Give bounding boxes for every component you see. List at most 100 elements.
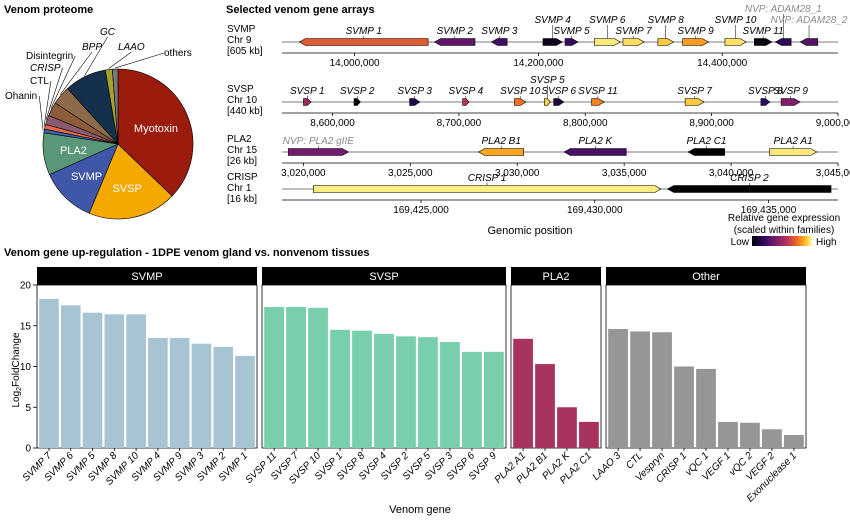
pie-label-laao: LAAO (118, 42, 145, 53)
legend-title-line2: (scaled within families) (734, 225, 835, 236)
gene-label-svmp-9: SVMP 9 (677, 26, 714, 37)
gene-label-svmp-8: SVMP 8 (648, 15, 685, 26)
bar-pla2-a1 (513, 338, 533, 448)
pie-leader-others (115, 52, 165, 69)
gene-svsp-2 (353, 98, 361, 106)
pie-label-others: others (164, 48, 192, 59)
gene-svmp-6 (594, 38, 621, 46)
bar-vespryn (652, 332, 672, 448)
gene-label-svmp-6: SVMP 6 (589, 15, 626, 26)
bar-svsp-7 (286, 307, 306, 448)
gene-svsp-1 (303, 98, 312, 106)
gene-label-pla2-a1: PLA2 A1 (774, 136, 813, 147)
gene-svmp-7 (622, 38, 645, 46)
legend-low-label: Low (731, 237, 750, 248)
track-size-svsp: [440 kb] (227, 106, 263, 117)
pie-label-crisp: CRISP (30, 63, 61, 74)
pie-leader-ctl (43, 80, 52, 127)
bar-vegf-1 (718, 421, 738, 448)
gene-label-svmp-4: SVMP 4 (534, 15, 571, 26)
bar-svmp-8 (104, 314, 125, 448)
tick-label-crisp: 169,425,000 (393, 205, 449, 216)
gene-pla2-a1 (769, 148, 818, 156)
track-family-svmp: SVMP (227, 24, 256, 35)
track-family-crisp: CRISP (227, 172, 258, 183)
tick-label-pla2: 3,045,000 (816, 168, 850, 179)
pie-chart: Myotoxin SVSP SVMP PLA2 Ohanin CTL CRISPDisint… (5, 27, 194, 220)
pie-label-svmp: SVMP (71, 171, 102, 183)
track-chr-svmp: Chr 9 (227, 35, 252, 46)
y-tick-label: 5 (25, 403, 31, 414)
pie-label-gc: GC (100, 27, 116, 38)
bar-vegf-2 (762, 429, 782, 448)
ylabel-rest: FoldChange (11, 332, 22, 387)
gene-svmp-10 (724, 38, 747, 46)
tick-label-svsp: 8,600,000 (310, 118, 355, 129)
gene-pla2-b1 (478, 148, 524, 156)
gene-label-pla2-k: PLA2 K (578, 136, 613, 147)
pie-leader-bpp (59, 51, 93, 95)
gene-crisp-2 (667, 185, 832, 193)
bar-exonuclease-1 (784, 434, 804, 448)
gene-label-crisp-1: CRISP 1 (468, 173, 507, 184)
gene-svsp-8 (760, 98, 771, 106)
y-tick-label: 10 (20, 362, 32, 373)
gene-label-svsp-5: SVSP 5 (530, 75, 565, 86)
gene-label-crisp-2: CRISP 2 (730, 173, 769, 184)
ylabel-log: Log (11, 391, 22, 408)
pie-leader-disintegrin (50, 55, 76, 109)
bar-svsp-10 (308, 307, 328, 448)
track-chr-crisp: Chr 1 (227, 183, 252, 194)
bar-svmp-1 (235, 355, 255, 448)
gene-label-svmp-2: SVMP 2 (437, 26, 474, 37)
bar-pla2-c1 (579, 421, 599, 448)
track-size-crisp: [16 kb] (227, 194, 257, 205)
track-family-pla2: PLA2 (227, 134, 252, 145)
pie-title: Venom proteome (4, 4, 93, 16)
gene-label-svsp-1: SVSP 1 (290, 86, 325, 97)
ylabel-sub: 2 (16, 387, 23, 391)
tick-label-svsp: 9,000,000 (816, 118, 850, 129)
tick-label-svmp: 14,000,000 (330, 58, 380, 69)
x-tick-label-laao-3: LAAO 3 (591, 450, 624, 483)
pie-label-disintegrin: Disintegrin (26, 51, 73, 62)
facet-strip-label-svsp: SVSP (369, 271, 398, 283)
bar-chart-xlabel: Venom gene (389, 504, 451, 516)
gene-label-pla2-b1: PLA2 B1 (481, 136, 520, 147)
gene-label-nvp-pla2-giie: NVP: PLA2 gIIE (283, 136, 354, 147)
bar-svsp-1 (330, 329, 350, 448)
gene-svmp-9 (682, 38, 710, 46)
tick-label-pla2: 3,020,000 (281, 168, 326, 179)
gene-svsp-11 (591, 98, 605, 106)
tick-label-svmp: 14,200,000 (513, 58, 563, 69)
bar-crisp-1 (674, 366, 694, 448)
gene-label-svsp-10: SVSP 10 (500, 86, 541, 97)
pie-label-bpp: BPP (82, 42, 102, 53)
gene-svsp-9 (780, 98, 801, 106)
gene-label-svsp-11: SVSP 11 (578, 86, 617, 97)
bar-svsp-4 (374, 333, 394, 448)
bar-svsp-11 (264, 307, 284, 448)
pie-leader-gc (84, 36, 108, 76)
bar-svmp-6 (60, 305, 81, 448)
gene-label-svsp-9: SVSP 9 (773, 86, 808, 97)
tick-label-crisp: 169,435,000 (741, 205, 797, 216)
facet-strip-other (606, 267, 806, 285)
gene-label-svsp-6: SVSP 6 (541, 86, 576, 97)
y-tick-label: 20 (20, 281, 32, 292)
gene-svsp-6 (553, 98, 565, 106)
legend-high-label: High (816, 237, 837, 248)
gene-label-nvp-adam28-1: NVP: ADAM28_1 (745, 4, 822, 15)
bar-svsp-6 (462, 351, 482, 448)
bar-svsp-9 (484, 351, 504, 448)
bar-svmp-3 (191, 343, 212, 448)
bar-svmp-5 (82, 312, 103, 448)
gene-label-svsp-2: SVSP 2 (340, 86, 375, 97)
gene-svsp-3 (409, 98, 421, 106)
gene-svmp-11 (754, 38, 773, 46)
gene-label-svmp-3: SVMP 3 (481, 26, 518, 37)
